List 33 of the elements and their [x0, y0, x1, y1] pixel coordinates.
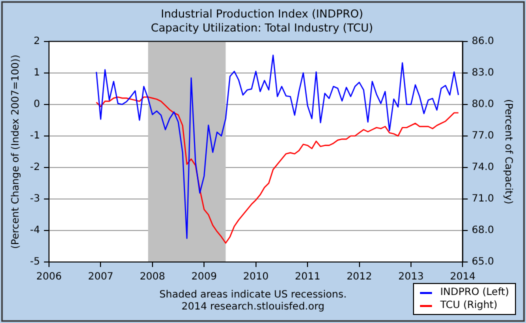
y2-tick-label: 65.0 [472, 256, 494, 268]
text: Shaded areas indicate US recessions. [159, 290, 347, 301]
y2-tick-label: 86.0 [472, 36, 494, 47]
y-tick-label: -4 [30, 225, 40, 236]
x-tick-label: 2014 [450, 272, 476, 283]
y-tick-label: -3 [30, 194, 40, 205]
legend-label: TCU (Right) [440, 299, 498, 312]
y2-tick-label: 77.0 [472, 130, 494, 142]
y2-tick-label: 68.0 [472, 225, 494, 236]
y-tick-label: 2 [34, 36, 40, 47]
legend-label: INDPRO (Left) [440, 286, 509, 299]
y-axis-title: (Percent Change of (Index 2007=100)) [10, 54, 22, 249]
chart-subtitle: Capacity Utilization: Total Industry (TCU) [150, 22, 374, 35]
x-tick-label: 2012 [346, 272, 372, 283]
y2-axis-title: (Percent of Capacity) [502, 99, 514, 204]
chart-title: Industrial Production Index (INDPRO) [160, 7, 364, 20]
y2-tick-label: 83.0 [472, 68, 494, 79]
y2-tick-label: 80.0 [472, 99, 494, 110]
x-tick-label: 2007 [88, 272, 114, 283]
x-tick-label: 2006 [36, 272, 62, 283]
x-tick-label: 2010 [243, 272, 269, 283]
y2-tick-label: 71.0 [472, 194, 494, 205]
y-tick-label: -2 [30, 162, 40, 174]
y-tick-label: -5 [30, 256, 40, 268]
x-tick-label: 2011 [294, 272, 320, 283]
x-tick-label: 2008 [140, 272, 166, 283]
x-tick-label: 2013 [398, 272, 424, 283]
y2-tick-label: 74.0 [472, 162, 494, 174]
text: 2014 research.stlouisfed.org [181, 302, 325, 313]
y-tick-label: 1 [34, 68, 40, 79]
y-tick-label: 0 [34, 99, 40, 110]
x-tick-label: 2009 [191, 272, 217, 283]
y-tick-label: -1 [30, 130, 40, 142]
